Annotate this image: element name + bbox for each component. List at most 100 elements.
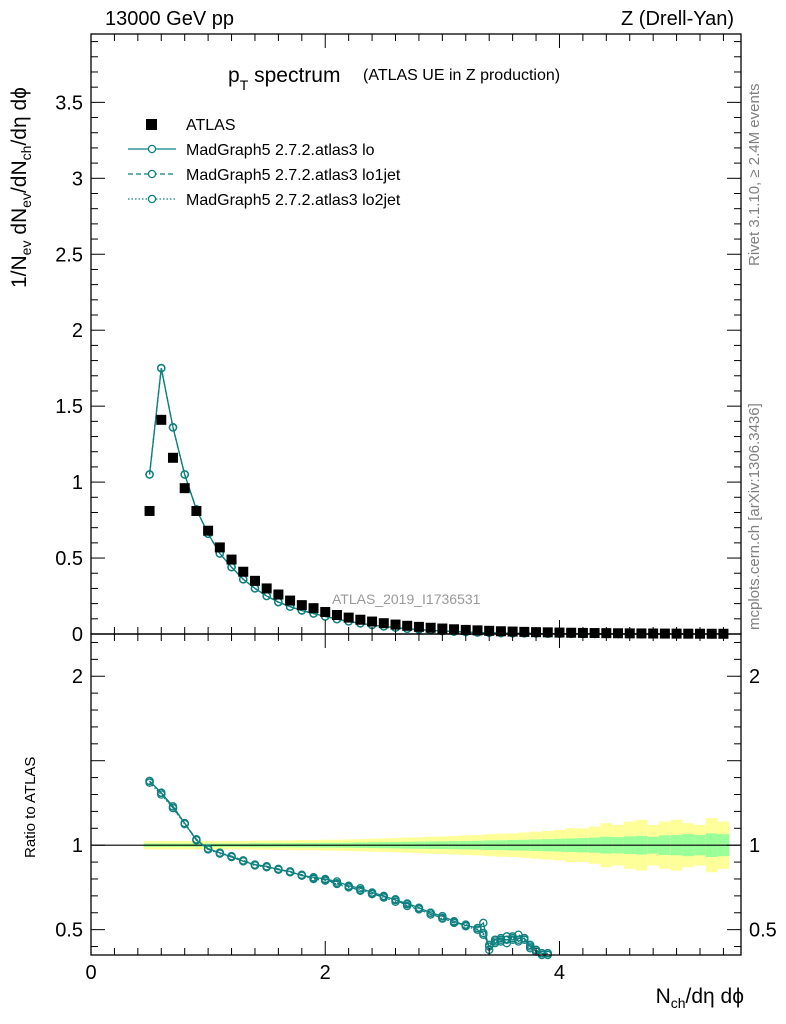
data-point [238,566,249,577]
series-marker [168,802,178,811]
data-point [320,606,331,617]
ratio-y-tick-label-right: 2 [749,666,760,688]
series-marker [356,886,365,896]
series-marker [502,938,512,948]
data-point [156,414,167,425]
process-label: Z (Drell-Yan) [621,8,734,30]
series-marker [157,363,166,373]
x-axis-label: Nch/dη dϕ [655,985,744,1012]
series-marker [180,818,189,828]
legend-marker-atlas [146,119,157,130]
series-marker [414,903,424,912]
series-marker [537,949,547,958]
chart-subtitle: (ATLAS UE in Z production) [363,67,560,84]
series-marker [520,933,529,943]
series-marker [145,776,154,786]
data-point [589,628,600,639]
data-point [449,624,460,635]
x-tick-label: 0 [85,962,96,984]
data-point [472,625,483,636]
series-marker [367,888,377,897]
data-point [296,600,307,611]
series-marker [461,921,471,930]
series-marker [496,933,506,943]
series-marker [227,852,236,862]
data-point [519,626,530,637]
series-marker [250,860,260,869]
legend-marker [147,194,157,204]
series-marker [215,848,225,858]
data-point [249,575,260,586]
series-marker [525,942,535,951]
data-point [355,614,366,625]
series-marker [145,470,154,479]
data-point [144,505,155,516]
y-tick-label: 3.5 [55,92,83,114]
ratio-series-group [145,776,553,960]
data-point [191,505,202,516]
series-marker [391,895,400,905]
data-point [425,622,436,633]
series-marker [449,916,459,926]
data-point [542,627,553,638]
series-marker [438,911,447,921]
series-marker [344,881,353,890]
legend-label: MadGraph5 2.7.2.atlas3 lo1jet [186,167,401,184]
data-point [261,583,272,594]
series-marker [402,901,412,911]
data-point [343,612,354,623]
series-marker [490,938,500,948]
series-marker [479,928,488,938]
chart-title: pT spectrum [228,64,340,93]
series-marker [203,844,213,853]
series-line [149,782,548,956]
data-point [402,620,413,631]
series-marker [262,862,271,871]
data-point [367,616,378,627]
y-tick-label: 3 [72,168,83,190]
series-marker [320,874,330,884]
data-point [613,628,624,639]
legend-label: ATLAS [186,117,236,134]
data-point [285,595,296,606]
data-point [495,626,506,637]
data-point [308,603,319,614]
legend: ATLAS MadGraph5 2.7.2.atlas3 lo MadGraph5 … [128,117,401,209]
y-tick-label: 0.5 [55,548,83,570]
y-tick-label: 2.5 [55,244,83,266]
data-point [214,542,225,553]
series-line [149,780,548,956]
data-point [413,621,424,632]
ratio-y-tick-label-right: 0.5 [749,920,777,942]
ratio-y-tick-label: 1 [72,835,83,857]
y-tick-label: 1.5 [55,396,83,418]
x-tick-label: 4 [554,962,565,984]
legend-marker [147,144,157,154]
analysis-watermark: ATLAS_2019_I1736531 [332,591,481,607]
data-point [331,610,342,621]
data-point [566,627,577,638]
ratio-y-tick-label-right: 1 [749,835,760,857]
legend-marker [147,169,157,179]
series-marker [402,899,412,908]
ratio-y-tick-label: 0.5 [55,920,83,942]
series-marker [192,835,201,845]
data-point [273,589,284,600]
series-marker [285,867,295,876]
data-point [390,619,401,630]
y-tick-label: 2 [72,320,83,342]
data-point [203,525,214,536]
series-marker [508,932,517,941]
series-marker [426,908,435,918]
series-marker [479,918,488,928]
series-marker [473,923,482,933]
ratio-y-tick-label: 2 [72,666,83,688]
data-point [378,618,389,629]
energy-label: 13000 GeV pp [105,8,234,30]
series-marker [332,877,342,886]
legend-label: MadGraph5 2.7.2.atlas3 lo [186,142,375,159]
data-point [226,554,237,565]
series-line [149,780,548,954]
